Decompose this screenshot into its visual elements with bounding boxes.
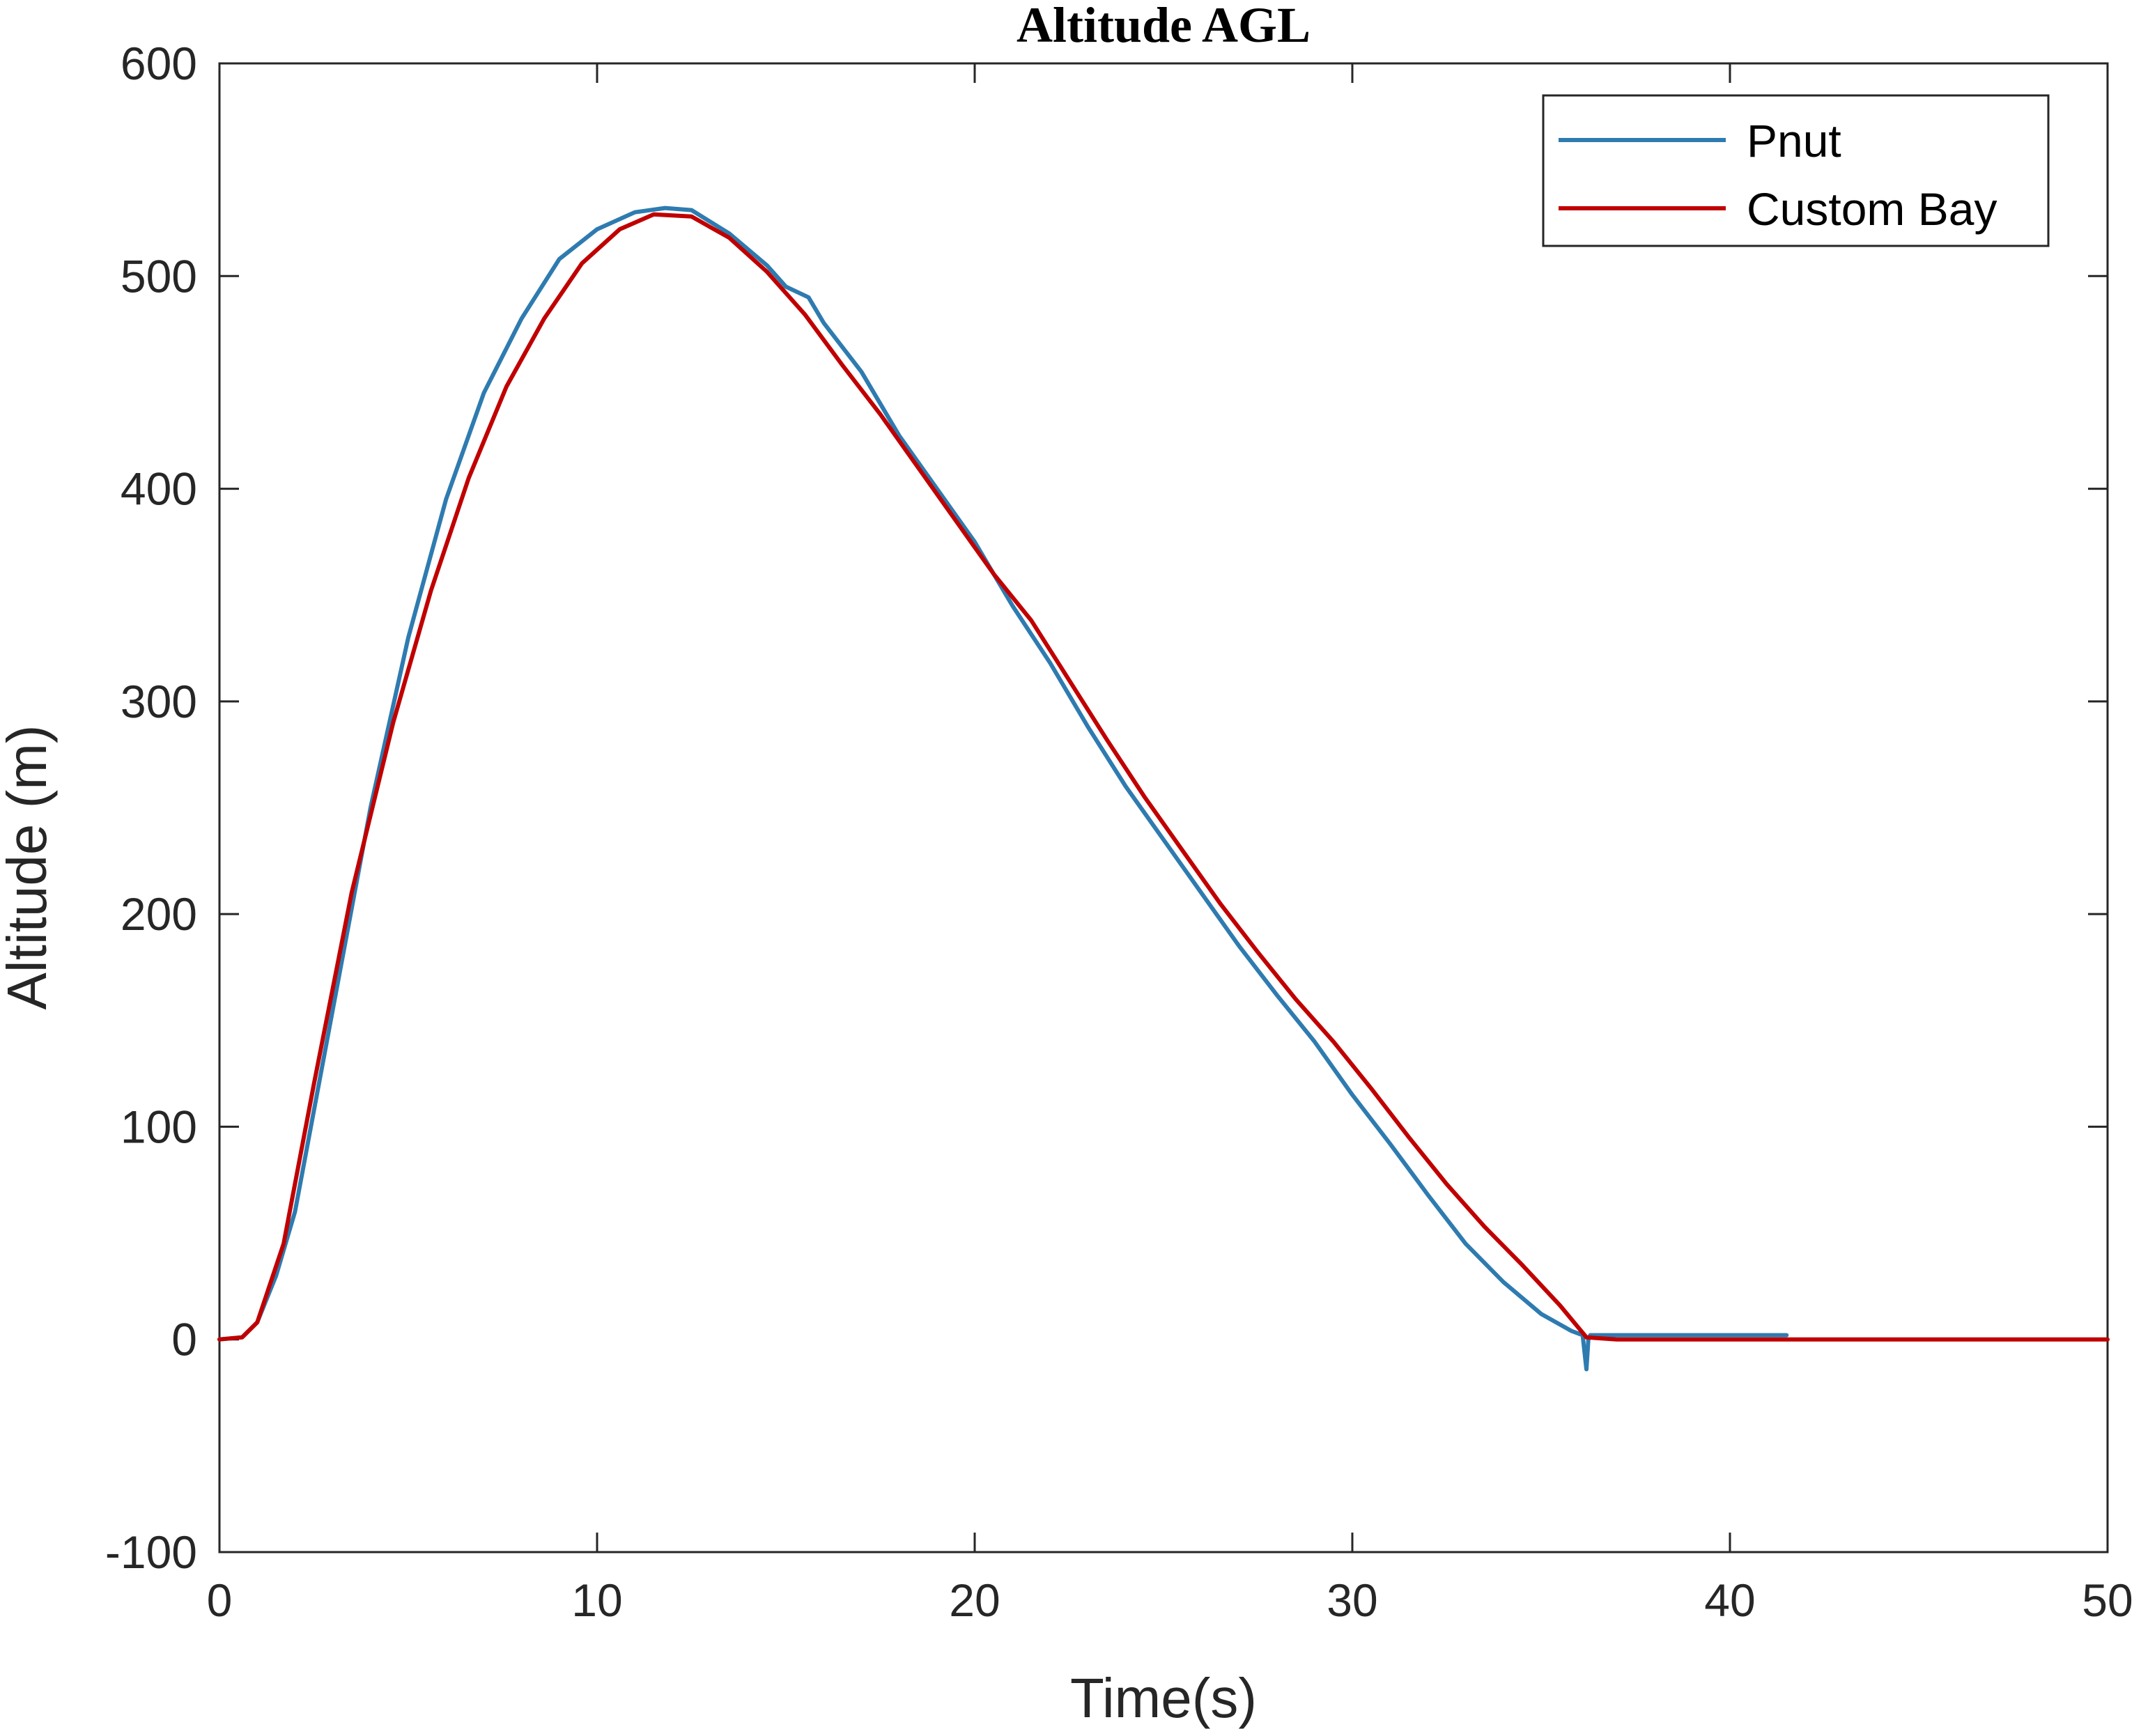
y-tick-label: 0 [171,1314,197,1365]
chart-title: Altitude AGL [1017,0,1311,53]
y-tick-label: 500 [121,250,197,302]
x-tick-label: 0 [207,1574,233,1626]
axes-box [218,62,2109,1553]
legend-label: Custom Bay [1747,183,1997,235]
x-axis-title: Time(s) [1070,1667,1257,1729]
legend-label: Pnut [1747,115,1841,166]
series-line-custom-bay [217,212,2110,1342]
y-tick-label: -100 [105,1526,197,1578]
y-tick-label: 200 [121,888,197,940]
x-tick-label: 30 [1327,1574,1377,1626]
series-layer [217,206,2110,1372]
x-tick-label: 40 [1704,1574,1755,1626]
legend: Pnut Custom Bay [1542,94,2050,247]
y-axis-title: Altitude (m) [0,725,58,1010]
x-tick-label: 10 [571,1574,622,1626]
y-tick-label: 100 [121,1101,197,1152]
series-line-pnut [217,206,1789,1372]
legend-box [1542,94,2050,247]
x-tick-label: 20 [949,1574,1000,1626]
y-tick-label: 400 [121,463,197,515]
plot-area [218,62,2109,1553]
y-tick-label: 300 [121,676,197,727]
y-tick-label: 600 [121,38,197,89]
x-tick-label: 50 [2082,1574,2133,1626]
